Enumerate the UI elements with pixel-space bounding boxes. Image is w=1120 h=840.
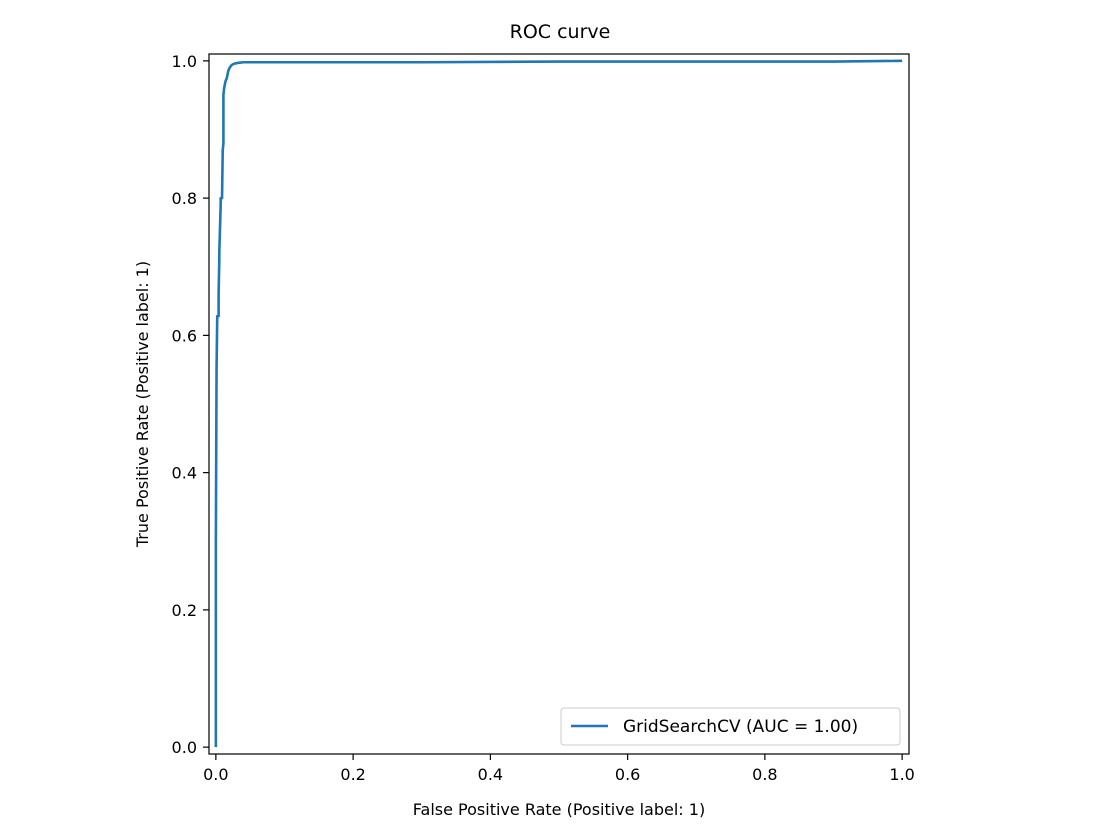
y-tick-label: 1.0	[172, 52, 197, 71]
roc-curve-line	[214, 59, 903, 748]
x-tick-label: 0.2	[340, 765, 365, 784]
y-axis-label: True Positive Rate (Positive label: 1)	[133, 261, 152, 548]
x-tick-label: 0.8	[752, 765, 777, 784]
axes-frame	[208, 53, 910, 755]
chart-title: ROC curve	[510, 21, 611, 43]
x-axis-ticks: 0.0 0.2 0.4 0.6 0.8 1.0	[203, 754, 915, 784]
plot-area	[208, 53, 910, 755]
y-tick-label: 0.6	[172, 326, 197, 345]
x-tick-label: 0.6	[615, 765, 640, 784]
x-tick-label: 0.4	[478, 765, 503, 784]
x-axis-label: False Positive Rate (Positive label: 1)	[413, 800, 705, 819]
y-tick-label: 0.2	[172, 601, 197, 620]
x-tick-label: 1.0	[889, 765, 914, 784]
x-tick-label: 0.0	[203, 765, 228, 784]
y-tick-label: 0.0	[172, 738, 197, 757]
legend-box	[560, 707, 901, 746]
y-tick-label: 0.8	[172, 189, 197, 208]
y-axis-ticks: 0.0 0.2 0.4 0.6 0.8 1.0	[172, 52, 209, 757]
y-tick-label: 0.4	[172, 464, 197, 483]
legend-entry-label: GridSearchCV (AUC = 1.00)	[623, 717, 858, 737]
legend: GridSearchCV (AUC = 1.00)	[560, 707, 901, 746]
